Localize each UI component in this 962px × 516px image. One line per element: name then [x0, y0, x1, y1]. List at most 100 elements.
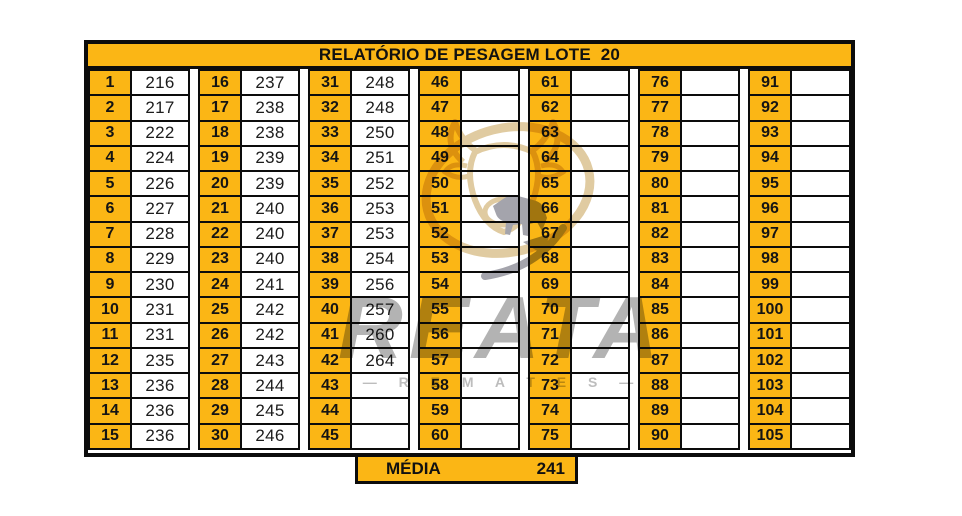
lot-pair: 1 216	[88, 69, 190, 97]
lot-pair: 50	[418, 170, 520, 198]
lot-pair: 69	[528, 271, 630, 299]
lot-number-cell: 35	[308, 170, 352, 198]
lot-pair: 80	[638, 170, 740, 198]
lot-pair: 101	[748, 321, 851, 349]
weight-value-cell: 226	[130, 170, 190, 198]
lot-number-cell: 41	[308, 321, 352, 349]
weight-value-cell: 243	[240, 346, 300, 375]
weight-value-cell	[460, 170, 520, 198]
lot-pair: 21 240	[198, 195, 300, 223]
weight-value-cell	[680, 271, 740, 299]
weight-value-cell: 217	[130, 94, 190, 122]
weight-value-cell	[570, 372, 630, 400]
lot-number-cell: 83	[638, 245, 682, 274]
lot-pair: 31 248	[308, 69, 410, 97]
lot-number-cell: 100	[748, 296, 792, 324]
lot-number-cell: 39	[308, 271, 352, 299]
lot-pair: 99	[748, 271, 851, 299]
lot-number-cell: 99	[748, 271, 792, 299]
lot-number-cell: 24	[198, 271, 242, 299]
lot-pair: 41 260	[308, 321, 410, 349]
lot-number-cell: 7	[88, 220, 132, 248]
weight-value-cell	[350, 372, 410, 400]
weight-value-cell	[570, 422, 630, 450]
weight-value-cell	[680, 372, 740, 400]
lot-number-cell: 5	[88, 170, 132, 198]
lot-number-cell: 23	[198, 245, 242, 274]
weight-value-cell	[570, 170, 630, 198]
lot-number-cell: 4	[88, 144, 132, 173]
lot-number-cell: 6	[88, 195, 132, 223]
lot-number-cell: 12	[88, 346, 132, 375]
table-row: 7 228 22 240 37 253 52 67 82 97	[88, 220, 851, 248]
weight-value-cell: 235	[130, 346, 190, 375]
lot-pair: 25 242	[198, 296, 300, 324]
lot-number-cell: 34	[308, 144, 352, 173]
weight-value-cell	[790, 119, 851, 147]
lot-pair: 66	[528, 195, 630, 223]
lot-pair: 33 250	[308, 119, 410, 147]
lot-pair: 93	[748, 119, 851, 147]
lot-pair: 89	[638, 397, 740, 425]
weight-value-cell	[570, 220, 630, 248]
lot-pair: 70	[528, 296, 630, 324]
lot-number-cell: 73	[528, 372, 572, 400]
lot-pair: 58	[418, 372, 520, 400]
lot-number-cell: 60	[418, 422, 462, 450]
weight-value-cell: 229	[130, 245, 190, 274]
lot-pair: 49	[418, 144, 520, 173]
lot-number-cell: 84	[638, 271, 682, 299]
weight-value-cell	[460, 144, 520, 173]
lot-pair: 65	[528, 170, 630, 198]
lot-number-cell: 76	[638, 69, 682, 97]
weight-value-cell	[680, 220, 740, 248]
table-row: 4 224 19 239 34 251 49 64 79 94	[88, 144, 851, 173]
lot-number-cell: 47	[418, 94, 462, 122]
weight-value-cell	[680, 296, 740, 324]
weight-value-cell	[680, 346, 740, 375]
lot-number-cell: 1	[88, 69, 132, 97]
lot-pair: 71	[528, 321, 630, 349]
lot-number-cell: 69	[528, 271, 572, 299]
lot-number-cell: 88	[638, 372, 682, 400]
lot-number-cell: 96	[748, 195, 792, 223]
weight-value-cell	[570, 144, 630, 173]
lot-number-cell: 2	[88, 94, 132, 122]
lot-pair: 53	[418, 245, 520, 274]
table-row: 10 231 25 242 40 257 55 70 85 100	[88, 296, 851, 324]
lot-number-cell: 77	[638, 94, 682, 122]
weight-value-cell	[570, 346, 630, 375]
lot-pair: 7 228	[88, 220, 190, 248]
lot-number-cell: 22	[198, 220, 242, 248]
lot-number-cell: 55	[418, 296, 462, 324]
lot-number-cell: 98	[748, 245, 792, 274]
lot-pair: 72	[528, 346, 630, 375]
lot-pair: 78	[638, 119, 740, 147]
weight-value-cell: 237	[240, 69, 300, 97]
lot-pair: 95	[748, 170, 851, 198]
lot-number-cell: 14	[88, 397, 132, 425]
weight-value-cell	[790, 69, 851, 97]
lot-pair: 38 254	[308, 245, 410, 274]
lot-number-cell: 52	[418, 220, 462, 248]
weight-value-cell	[790, 296, 851, 324]
lot-number-cell: 19	[198, 144, 242, 173]
lot-number-cell: 97	[748, 220, 792, 248]
lot-number-cell: 63	[528, 119, 572, 147]
lot-pair: 43	[308, 372, 410, 400]
lot-pair: 32 248	[308, 94, 410, 122]
weight-value-cell	[460, 422, 520, 450]
lot-number-cell: 91	[748, 69, 792, 97]
lot-pair: 3 222	[88, 119, 190, 147]
table-row: 8 229 23 240 38 254 53 68 83 98	[88, 245, 851, 274]
lot-number-cell: 21	[198, 195, 242, 223]
weight-value-cell	[790, 422, 851, 450]
weight-value-cell	[570, 119, 630, 147]
lot-pair: 47	[418, 94, 520, 122]
weight-value-cell: 251	[350, 144, 410, 173]
weight-value-cell	[680, 69, 740, 97]
lot-number-cell: 3	[88, 119, 132, 147]
weight-value-cell: 239	[240, 170, 300, 198]
lot-pair: 16 237	[198, 69, 300, 97]
weight-value-cell	[790, 245, 851, 274]
